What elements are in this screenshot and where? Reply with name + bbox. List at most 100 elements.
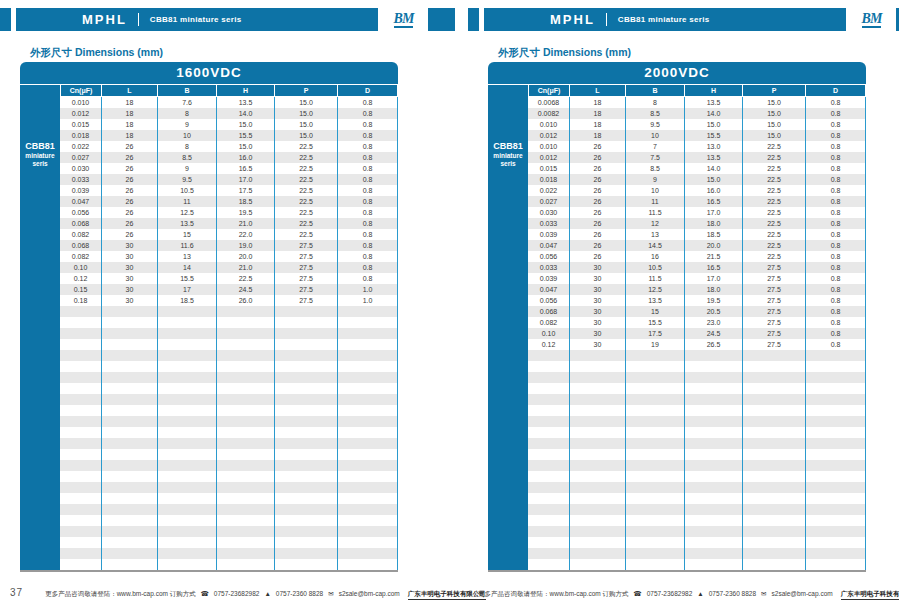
table-cell: 0.082	[60, 251, 102, 262]
empty-row	[528, 416, 866, 427]
table-cell: 0.012	[528, 130, 570, 141]
table-cell	[275, 339, 338, 350]
table-row: 0.0562612.519.522.50.8	[60, 207, 398, 218]
table-cell	[806, 438, 866, 449]
table-cell: 15.0	[743, 97, 806, 108]
table-cell	[806, 504, 866, 515]
table-cell: 0.022	[528, 185, 570, 196]
table-cell	[60, 405, 102, 416]
table-cell: 0.8	[806, 328, 866, 339]
table-cell	[685, 526, 743, 537]
table-cell	[626, 427, 685, 438]
table-row: 0.082301320.027.50.8	[60, 251, 398, 262]
table-cell: 9.5	[626, 119, 685, 130]
table-cell: 16	[626, 251, 685, 262]
table-cell: 9.5	[158, 174, 217, 185]
table-cell	[158, 383, 217, 394]
table-cell: 18.0	[685, 218, 743, 229]
column-header: Cn(μF)	[60, 85, 102, 97]
table-cell	[102, 504, 158, 515]
table-cell	[528, 350, 570, 361]
table-cell	[102, 328, 158, 339]
table-cell	[626, 361, 685, 372]
table-cell: 0.018	[528, 174, 570, 185]
table-cell	[626, 548, 685, 559]
table-cell	[217, 515, 275, 526]
table-cell: 22.0	[217, 229, 275, 240]
table-cell: 8	[158, 108, 217, 119]
empty-row	[528, 482, 866, 493]
table-cell: 18	[102, 119, 158, 130]
table-row: 0.018181015.515.00.8	[60, 130, 398, 141]
table-cell	[626, 405, 685, 416]
table-cell	[217, 339, 275, 350]
table-cell: 15.5	[685, 130, 743, 141]
table-cell	[217, 438, 275, 449]
table-cell	[275, 548, 338, 559]
series-sidebar: CBB81 miniature seris	[488, 85, 528, 570]
table-cell: 11.6	[158, 240, 217, 251]
table-row: 0.15301724.527.51.0	[60, 284, 398, 295]
table-cell	[275, 427, 338, 438]
table-cell	[158, 526, 217, 537]
table-row: 0.033269.517.022.50.8	[60, 174, 398, 185]
table-cell	[685, 559, 743, 570]
table-cell: 12.5	[626, 284, 685, 295]
table-cell	[217, 449, 275, 460]
table-cell	[60, 548, 102, 559]
table-cell	[338, 482, 398, 493]
column-header: B	[158, 85, 217, 97]
table-cell	[158, 515, 217, 526]
table-cell	[60, 526, 102, 537]
table-cell: 30	[102, 240, 158, 251]
table-cell: 0.010	[60, 97, 102, 108]
table-cell	[158, 449, 217, 460]
table-cell	[743, 383, 806, 394]
table-cell	[217, 306, 275, 317]
table-cell	[158, 482, 217, 493]
table-cell	[685, 438, 743, 449]
table-cell	[158, 405, 217, 416]
table-cell: 0.047	[60, 196, 102, 207]
series-sidebar: CBB81 miniature seris	[20, 85, 60, 570]
table-cell: 0.8	[338, 174, 398, 185]
table-cell: 23.0	[685, 317, 743, 328]
table-cell: 22.5	[743, 207, 806, 218]
table-cell	[806, 471, 866, 482]
table-grid: CBB81 miniature seris Cn(μF)LBHPD 0.0101…	[20, 85, 398, 570]
table-cell	[806, 449, 866, 460]
table-cell	[102, 372, 158, 383]
table-cell	[217, 504, 275, 515]
table-row: 0.012181015.515.00.8	[528, 130, 866, 141]
table-cell: 0.082	[60, 229, 102, 240]
table-cell: 11	[158, 196, 217, 207]
table-cell	[685, 416, 743, 427]
table-cell: 0.8	[806, 240, 866, 251]
table-cell: 0.082	[528, 317, 570, 328]
table-header-row: Cn(μF)LBHPD	[528, 85, 866, 97]
table-cell	[275, 350, 338, 361]
table-cell: 0.8	[806, 174, 866, 185]
table-cell: 15.5	[626, 317, 685, 328]
table-cell: 30	[102, 251, 158, 262]
table-cell	[158, 493, 217, 504]
table-cell	[528, 405, 570, 416]
footer-contact-text: 更多产品咨询敬请登陆：www.bm-cap.com 订购方式	[478, 590, 629, 599]
table-cell	[743, 526, 806, 537]
table-cell	[217, 471, 275, 482]
table-cell: 0.027	[60, 152, 102, 163]
table-cell	[275, 328, 338, 339]
brand-label: MPHL	[550, 12, 595, 27]
table-cell: 26	[102, 229, 158, 240]
table-row: 0.012267.513.522.50.8	[528, 152, 866, 163]
table-cell	[102, 394, 158, 405]
table-cell	[60, 350, 102, 361]
series-label: CBB81 miniature seris	[150, 15, 242, 24]
column-header: P	[743, 85, 806, 97]
table-cell	[685, 372, 743, 383]
table-cell: 17.5	[217, 185, 275, 196]
empty-row	[528, 405, 866, 416]
table-cell: 26	[102, 152, 158, 163]
table-cell	[275, 526, 338, 537]
table-cell: 26	[570, 240, 626, 251]
